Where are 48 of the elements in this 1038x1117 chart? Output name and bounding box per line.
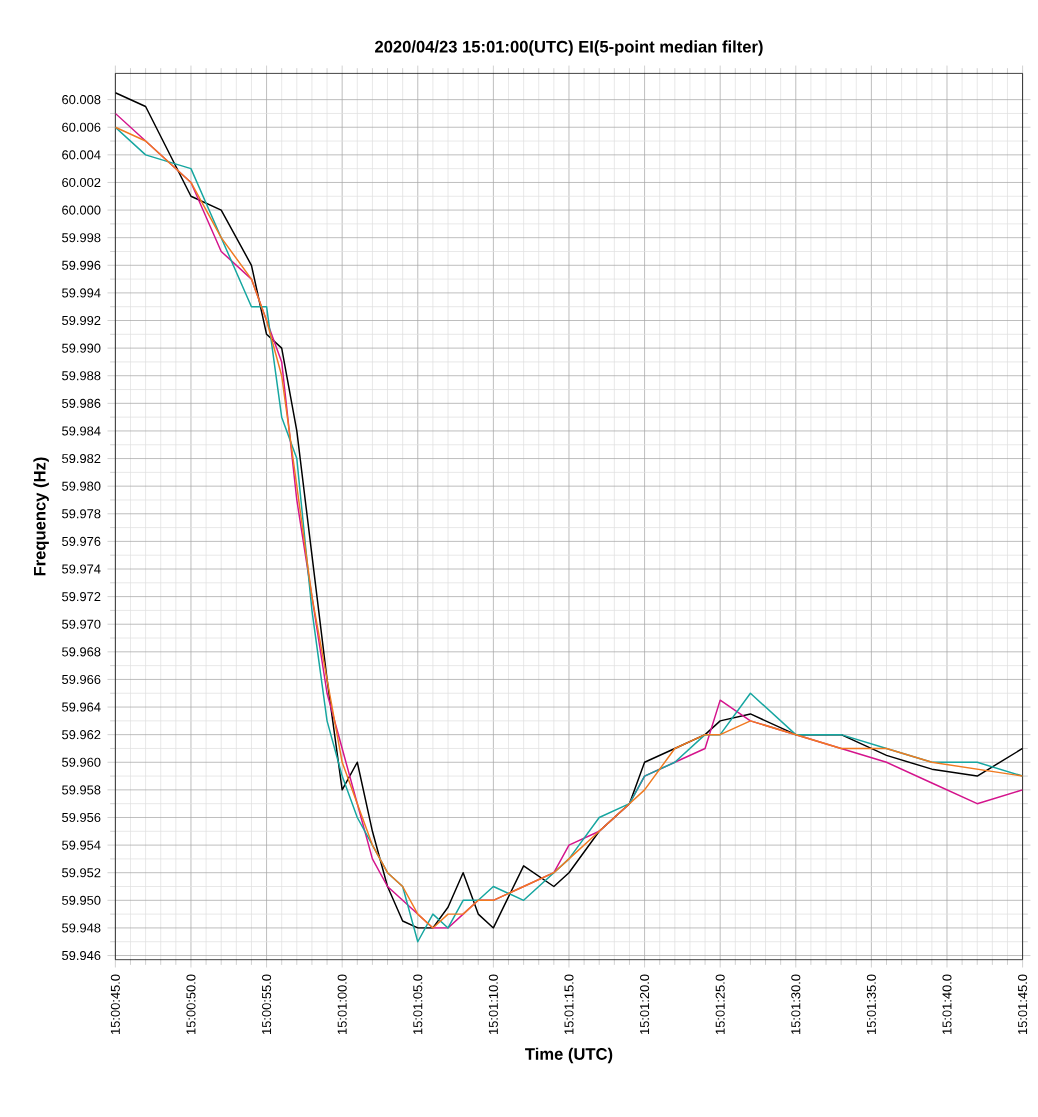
y-tick-label: 59.998 xyxy=(61,233,101,243)
y-tick-label: 59.966 xyxy=(61,674,101,684)
y-tick-label: 59.982 xyxy=(61,454,101,464)
x-tick-label: 15:01:00.0 xyxy=(337,974,347,1035)
y-tick-label: 60.002 xyxy=(62,177,101,188)
y-tick-label: 59.960 xyxy=(61,757,101,767)
x-tick-label: 15:01:35.0 xyxy=(866,974,876,1035)
y-tick-label: 59.962 xyxy=(61,730,101,740)
x-tick-label: 15:01:25.0 xyxy=(715,974,725,1035)
y-tick-label: 60.004 xyxy=(62,150,101,160)
y-tick-label: 59.990 xyxy=(61,343,101,353)
chart-title: 2020/04/23 15:01:00(UTC) EI(5-point median filter) xyxy=(374,40,763,56)
x-tick-label: 15:01:15.0 xyxy=(564,974,574,1035)
y-tick-label: 59.964 xyxy=(61,702,101,712)
y-tick-label: 59.948 xyxy=(61,923,101,933)
y-tick-label: 59.950 xyxy=(61,895,101,905)
y-tick-label: 59.986 xyxy=(61,398,101,408)
y-tick-label: 59.976 xyxy=(61,536,101,546)
y-tick-label: 59.974 xyxy=(61,564,101,574)
y-tick-label: 59.968 xyxy=(61,647,101,657)
y-tick-label: 59.996 xyxy=(61,260,101,270)
y-tick-label: 59.972 xyxy=(61,592,101,602)
y-tick-label: 59.984 xyxy=(61,426,101,436)
y-tick-label: 59.978 xyxy=(61,509,101,519)
y-tick-label: 60.000 xyxy=(62,205,101,215)
x-tick-label: 15:00:50.0 xyxy=(186,974,196,1035)
y-tick-label: 59.980 xyxy=(61,481,101,491)
y-tick-label: 60.008 xyxy=(62,95,101,105)
y-tick-label: 59.992 xyxy=(61,315,101,326)
y-tick-label: 59.994 xyxy=(61,288,101,298)
y-tick-label: 59.946 xyxy=(61,950,101,961)
x-tick-label: 15:01:40.0 xyxy=(942,974,952,1035)
y-tick-label: 60.006 xyxy=(62,122,101,132)
x-axis-title: Time (UTC) xyxy=(524,1047,613,1064)
x-tick-label: 15:00:45.0 xyxy=(110,974,120,1035)
x-tick-label: 15:01:45.0 xyxy=(1017,974,1027,1035)
y-axis-title: Frequency (Hz) xyxy=(33,457,49,576)
y-tick-label: 59.988 xyxy=(61,371,101,381)
y-tick-label: 59.952 xyxy=(61,868,101,878)
y-tick-label: 59.954 xyxy=(61,840,101,850)
y-tick-label: 59.958 xyxy=(61,785,101,795)
x-tick-label: 15:01:10.0 xyxy=(488,974,498,1035)
x-tick-label: 15:00:55.0 xyxy=(261,974,271,1035)
x-tick-label: 15:01:20.0 xyxy=(639,974,649,1035)
y-tick-label: 59.970 xyxy=(61,619,101,629)
x-tick-label: 15:01:05.0 xyxy=(413,974,423,1035)
y-tick-label: 59.956 xyxy=(61,812,101,823)
x-tick-label: 15:01:30.0 xyxy=(791,974,801,1035)
